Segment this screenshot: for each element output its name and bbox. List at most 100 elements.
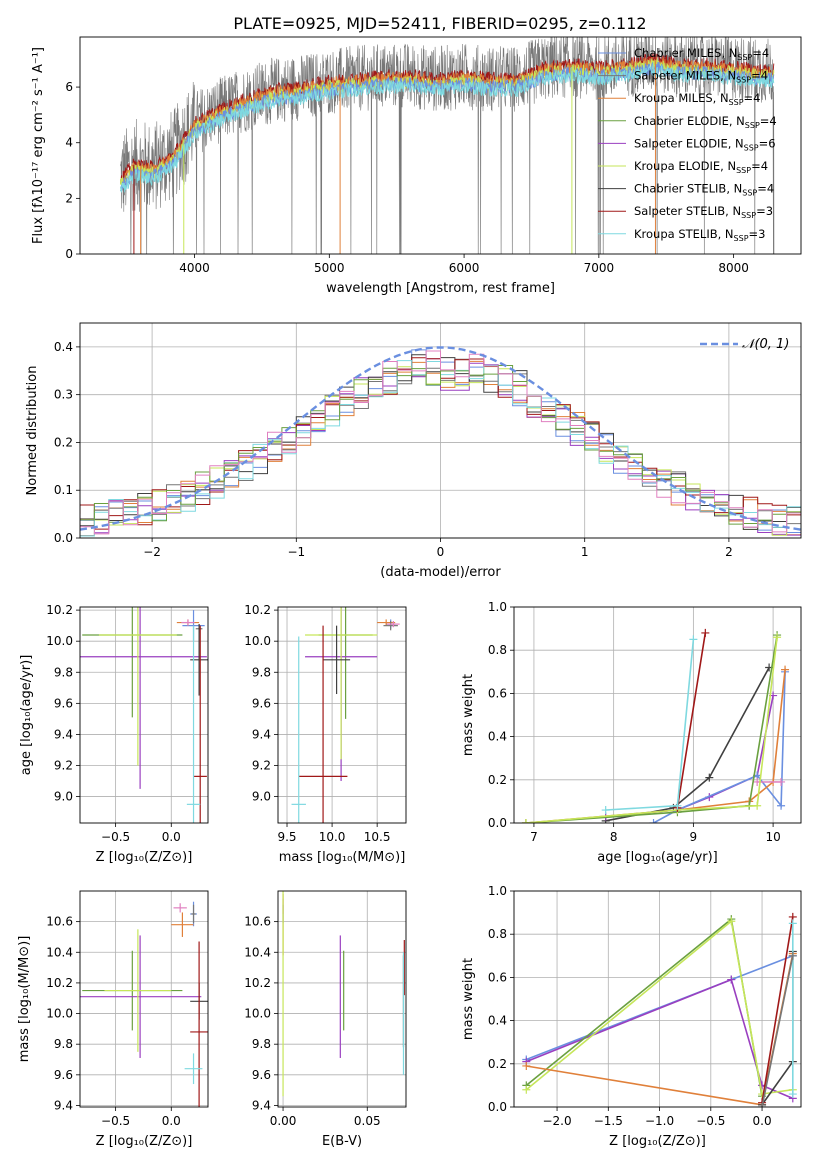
legend-entry: 𝒩(0, 1) (742, 337, 789, 352)
error-bar-point (80, 607, 207, 789)
axes-frame (513, 890, 802, 1108)
plot-area (119, 37, 775, 254)
y-tick-label: 0.1 (54, 483, 73, 497)
legend: Chabrier MILES, NSSP=4 Salpeter MILES, NS… (598, 46, 777, 243)
mass-weight-line (525, 634, 778, 823)
y-tick-label: 9.4 (54, 1098, 73, 1112)
plot-area (80, 901, 208, 1107)
axes-frame (277, 890, 407, 1108)
mass-weight-line (653, 671, 786, 823)
error-bar-point (184, 1053, 203, 1085)
plus-marker (781, 665, 790, 674)
y-tick-label: 0.0 (488, 1100, 507, 1114)
axes-frame (277, 606, 407, 824)
x-axis-label: Z [log₁₀(Z/Z⊙)] (96, 1134, 193, 1149)
y-tick-label: 9.8 (252, 1037, 271, 1051)
x-tick-label: 6000 (449, 261, 480, 275)
legend-entry: Kroupa STELIB, NSSP=3 (634, 227, 765, 243)
y-tick-label: 0.6 (488, 970, 507, 984)
x-axis-label: age [log₁₀(age/yr)] (597, 850, 718, 865)
x-axis-label: mass [log₁₀(M/M⊙)] (279, 850, 406, 865)
x-tick-label: 0.00 (270, 1114, 297, 1128)
y-tick-label: 9.4 (54, 727, 73, 741)
plus-marker (727, 917, 736, 926)
x-tick-label: 0.05 (354, 1114, 381, 1128)
plot-area (80, 607, 208, 823)
y-tick-label: 9.6 (252, 1068, 271, 1082)
spectrum-data-line (120, 37, 775, 254)
legend-entry: Salpeter STELIB, NSSP=3 (634, 204, 773, 220)
y-tick-label: 0.6 (488, 686, 507, 700)
legend-entry: Chabrier ELODIE, NSSP=4 (634, 114, 777, 130)
y-tick-label: 10.2 (244, 603, 271, 617)
mass-weight-line (605, 695, 774, 818)
y-tick-label: 0.8 (488, 643, 507, 657)
error-bar-point (98, 607, 177, 766)
error-bar-point (387, 620, 400, 628)
error-bar-point (190, 941, 208, 1107)
plus-marker (649, 819, 658, 823)
y-tick-label: 0.4 (488, 730, 507, 744)
x-axis-label: Z [log₁₀(Z/Z⊙)] (96, 850, 193, 865)
x-tick-label: −0.5 (101, 830, 130, 844)
x-tick-label: 5000 (314, 261, 345, 275)
x-tick-label: −2.0 (542, 1114, 571, 1128)
error-bar-point (181, 619, 195, 626)
y-tick-label: 9.4 (252, 727, 271, 741)
x-tick-label: 2 (725, 545, 733, 559)
x-tick-label: −0.5 (696, 1114, 725, 1128)
y-tick-label: 10.2 (244, 976, 271, 990)
y-axis-label: Normed distribution (25, 366, 40, 496)
error-bar-point (291, 636, 306, 823)
axes-frame (79, 606, 209, 824)
plus-marker (522, 1085, 531, 1094)
x-tick-label: 10.0 (319, 830, 346, 844)
histogram-series (80, 350, 801, 535)
y-tick-label: 0.0 (54, 531, 73, 545)
x-tick-label: 0.0 (753, 1114, 772, 1128)
y-tick-label: 10.2 (46, 603, 73, 617)
y-tick-label: 2 (65, 191, 73, 205)
spectrum-model-line (119, 63, 775, 193)
plus-marker (788, 919, 797, 928)
y-tick-label: 9.8 (54, 1037, 73, 1051)
panel-age_vs_Z: −0.5 0.0 9.0 9.2 9.4 9.6 9.8 10.0 10.2 Z [log₁₀(Z… (19, 603, 209, 865)
x-tick-label: 10 (765, 830, 780, 844)
y-tick-label: 10.6 (244, 915, 271, 929)
y-tick-label: 9.6 (54, 696, 73, 710)
y-tick-label: 10.0 (244, 634, 271, 648)
plus-marker (777, 801, 786, 810)
y-tick-label: 10.2 (46, 976, 73, 990)
x-axis-label: Z [log₁₀(Z/Z⊙)] (609, 1134, 706, 1149)
panel-mass_vs_Z: −0.5 0.0 9.4 9.6 9.8 10.0 10.2 10.4 10.6 Z [log₁₀… (17, 890, 209, 1149)
plot-area (521, 628, 790, 823)
y-tick-label: 10.4 (46, 945, 73, 959)
error-bar-point (190, 624, 208, 696)
y-tick-label: 9.0 (54, 790, 73, 804)
x-tick-label: −2 (143, 545, 161, 559)
error-bar-point (186, 625, 201, 823)
gaussian-curve (80, 346, 801, 531)
plus-marker (788, 951, 797, 960)
panel-residuals: −2 −1 0 1 2 0.0 0.1 0.2 0.3 0.4 (data-model)/error… (25, 322, 802, 580)
error-bar-point (191, 904, 196, 924)
mass-weight-line (525, 919, 793, 1095)
y-tick-label: 10.0 (46, 634, 73, 648)
error-bar-point (305, 607, 378, 760)
x-tick-label: −1.0 (645, 1114, 674, 1128)
legend-entry: Chabrier STELIB, NSSP=4 (634, 182, 774, 198)
mass-weight-line (761, 955, 794, 1107)
x-tick-label: −1 (287, 545, 305, 559)
mass-weight-line (605, 639, 695, 811)
y-tick-label: 9.0 (252, 790, 271, 804)
plus-marker (601, 806, 610, 815)
y-tick-label: 9.4 (252, 1098, 271, 1112)
plus-marker (522, 1061, 531, 1070)
x-tick-label: 0.0 (162, 1114, 181, 1128)
plus-marker (673, 801, 682, 810)
y-axis-label: Flux [fλ10⁻¹⁷ erg cm⁻² s⁻¹ A⁻¹] (31, 47, 46, 244)
x-tick-label: 7 (530, 830, 538, 844)
plus-marker (705, 773, 714, 782)
y-tick-label: 10.0 (244, 1007, 271, 1021)
